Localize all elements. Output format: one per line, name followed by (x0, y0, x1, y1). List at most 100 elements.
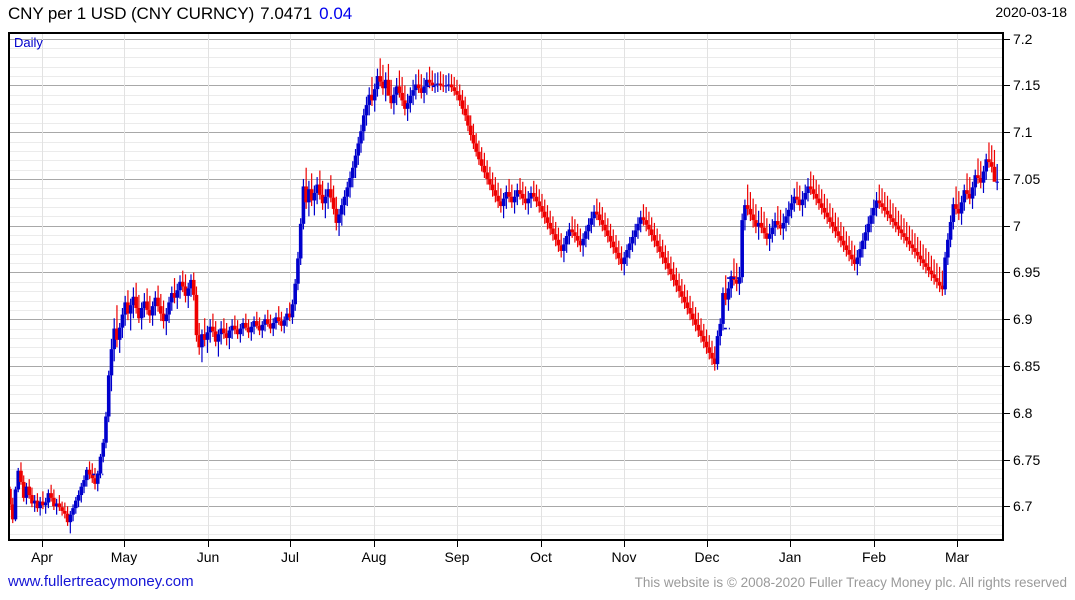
date-tick-label: Mar (944, 549, 970, 565)
candle-wick (670, 256, 672, 281)
candle-body-down (836, 231, 840, 236)
date-tick-label: Jan (778, 549, 802, 565)
candle-body-down (438, 83, 443, 86)
candle-body-down (159, 306, 163, 314)
candle-wick (766, 218, 768, 246)
candle-wick (837, 217, 839, 243)
candle-body-up (112, 328, 116, 350)
gridline-minor (10, 151, 1002, 152)
candle-wick (173, 278, 176, 304)
candle-body-down (479, 159, 484, 166)
candle-body-down (701, 336, 706, 342)
candle-body-down (145, 301, 149, 310)
vertical-gridline-feb (874, 34, 875, 539)
candle-body-up (446, 84, 451, 86)
candle-wick (832, 207, 834, 234)
candle-body-down (965, 190, 969, 194)
date-axis: Apr May Jun Jul Aug Sep Oct Nov Dec Jan Feb Mar (8, 541, 1004, 565)
candle-wick (686, 290, 688, 315)
candle-wick (980, 161, 982, 189)
candle-body-up (367, 94, 372, 106)
candle-body-down (987, 159, 991, 163)
date-tick-label: Aug (361, 549, 387, 565)
candle-wick (456, 79, 458, 101)
gridline-minor (10, 441, 1002, 442)
candle-wick (642, 204, 645, 226)
candle-body-down (559, 245, 563, 251)
candle-wick (763, 211, 765, 239)
candle-body-up (169, 293, 174, 303)
candle-wick (760, 207, 762, 234)
candle-wick (182, 270, 184, 293)
candle-body-up (16, 470, 21, 490)
candle-wick (884, 192, 886, 218)
candle-body-up (984, 159, 989, 172)
candle-body-up (301, 186, 306, 224)
candle-body-up (139, 308, 144, 319)
website-link[interactable]: www.fullertreacymoney.com (8, 573, 194, 590)
candle-wick (645, 207, 647, 232)
candle-wick (538, 189, 540, 213)
candle-wick (955, 186, 957, 215)
gridline-major (10, 413, 1002, 414)
candle-wick (648, 211, 650, 236)
candle-body-up (786, 209, 791, 217)
chart-header: CNY per 1 USD (CNY CURNCY) 7.0471 0.04 2… (0, 0, 1075, 28)
candle-body-down (30, 495, 34, 504)
candle-body-down (891, 218, 895, 222)
candle-body-up (128, 305, 133, 314)
gridline-minor (10, 48, 1002, 49)
candle-body-down (370, 94, 374, 101)
candle-body-down (496, 195, 500, 202)
candle-body-up (767, 234, 772, 239)
candle-body-up (584, 231, 588, 239)
candle-wick (546, 205, 549, 230)
candle-wick (930, 255, 932, 281)
gridline-minor (10, 301, 1002, 302)
candle-body-down (268, 323, 273, 329)
candle-body-down (553, 234, 558, 240)
candle-body-down (644, 220, 648, 225)
candle-body-down (957, 208, 961, 214)
candle-body-down (161, 313, 166, 322)
candle-body-up (633, 230, 638, 237)
candle-body-up (361, 115, 366, 132)
candle-body-down (35, 500, 40, 509)
candle-body-up (718, 323, 723, 337)
candle-body-down (545, 217, 550, 223)
candle-wick (50, 484, 52, 502)
candle-wick (843, 226, 845, 252)
candle-body-down (156, 297, 160, 307)
candle-body-down (378, 76, 382, 82)
candle-body-down (389, 95, 393, 104)
candle-body-down (466, 115, 470, 126)
candle-body-up (175, 290, 180, 298)
candle-body-down (222, 328, 226, 334)
candle-body-down (913, 248, 917, 252)
candle-body-up (995, 181, 999, 183)
candle-body-down (954, 204, 958, 209)
candle-body-down (600, 220, 605, 225)
candle-body-down (452, 87, 457, 92)
candle-body-up (298, 223, 303, 259)
gridline-minor (10, 113, 1002, 114)
candle-body-up (562, 244, 566, 251)
candle-body-down (893, 221, 898, 226)
chart-plot-area[interactable]: Daily (8, 32, 1004, 541)
candle-body-up (123, 302, 127, 315)
candle-wick (977, 158, 979, 184)
candle-body-up (970, 187, 975, 199)
candle-wick (431, 70, 433, 92)
candle-body-down (93, 478, 97, 484)
candle-body-up (189, 279, 193, 289)
candle-body-up (372, 89, 377, 101)
candle-body-up (219, 328, 223, 335)
price-tick-mark (1004, 85, 1010, 86)
vertical-gridline-oct (541, 34, 542, 539)
candle-wick (749, 192, 751, 222)
candle-wick (708, 335, 710, 360)
candle-body-down (318, 184, 322, 195)
candle-wick (881, 188, 883, 214)
gridline-minor (10, 469, 1002, 470)
candle-body-down (825, 212, 829, 218)
